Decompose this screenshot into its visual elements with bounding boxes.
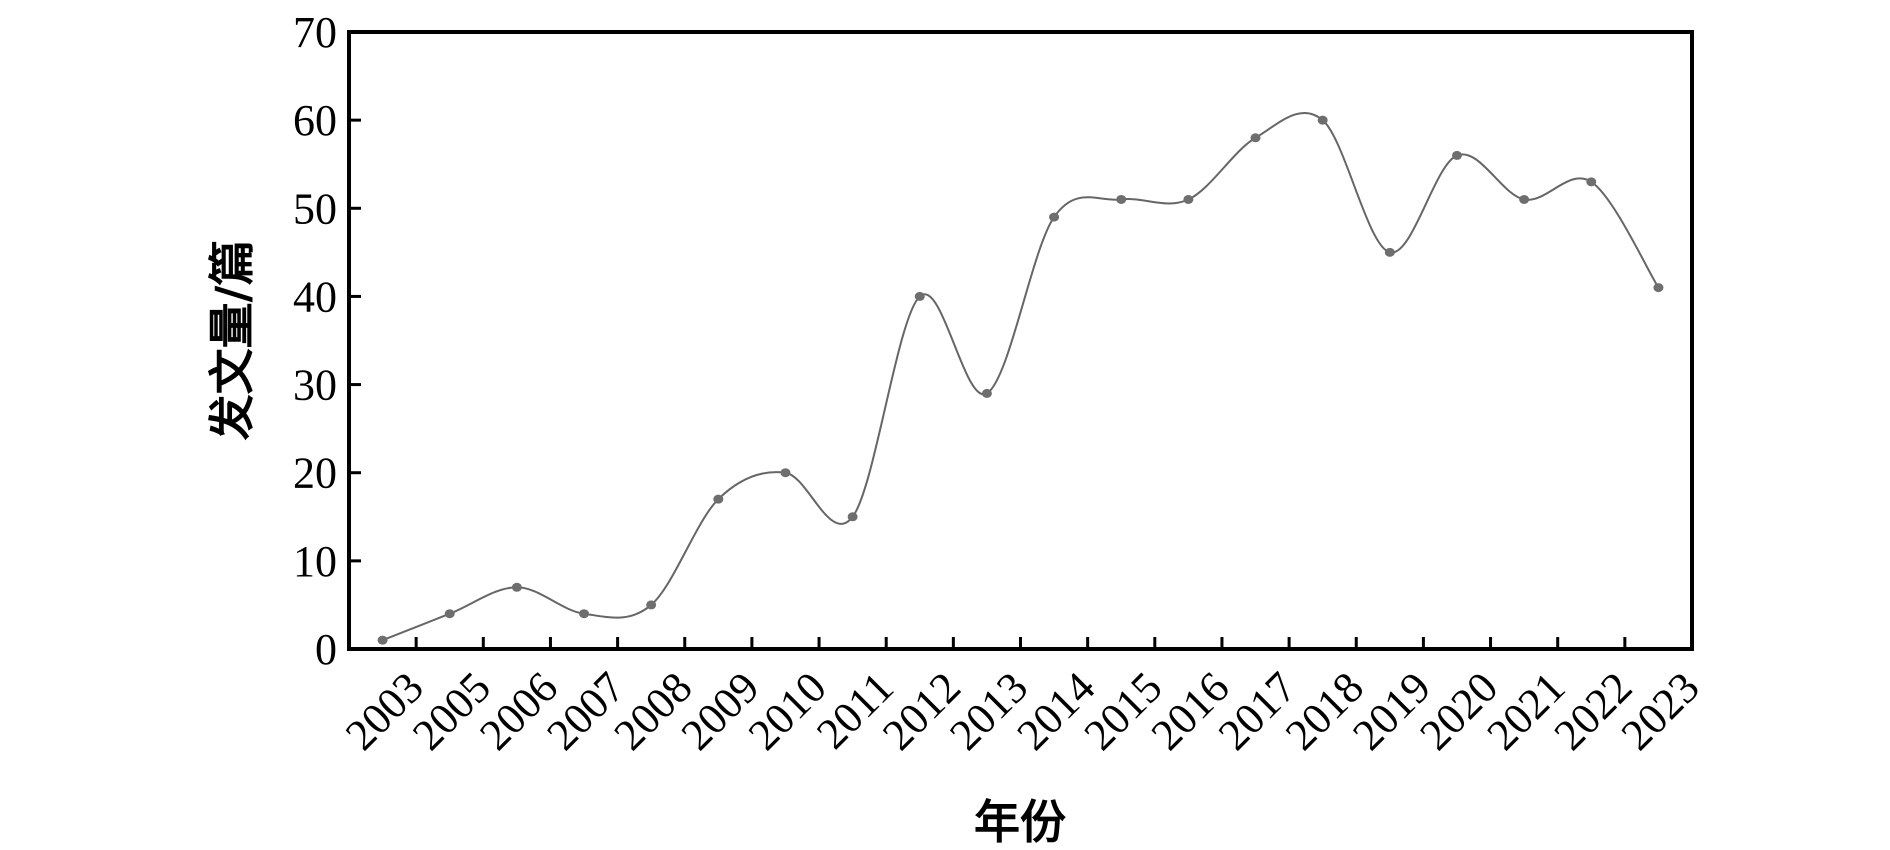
data-point: [1586, 177, 1597, 187]
data-point: [1451, 150, 1462, 160]
data-point: [646, 600, 657, 610]
data-point: [1116, 194, 1127, 204]
y-tick-label: 40: [293, 272, 337, 321]
y-tick-label: 20: [293, 449, 337, 498]
y-tick-label: 0: [315, 625, 337, 674]
y-tick-label: 50: [293, 184, 337, 233]
x-axis-title: 年份: [974, 795, 1066, 849]
y-axis-title: 发文量/篇: [205, 240, 259, 441]
data-point: [1317, 115, 1328, 125]
data-point: [1183, 194, 1194, 204]
data-point: [1653, 283, 1664, 293]
data-point: [579, 609, 590, 619]
data-point: [1384, 247, 1395, 257]
x-axis: 2003200520062007200820092010201120122013…: [336, 637, 1709, 760]
data-point: [981, 388, 992, 398]
data-point: [914, 291, 925, 301]
data-point: [377, 635, 388, 645]
data-points: [377, 115, 1664, 645]
data-point: [511, 582, 522, 592]
series-line: [382, 112, 1660, 642]
plot-frame: [347, 30, 1694, 651]
data-point: [780, 468, 791, 478]
data-point: [1250, 133, 1261, 143]
data-point: [847, 512, 858, 522]
x-tick-label: 2023: [1612, 663, 1709, 760]
y-tick-label: 30: [293, 361, 337, 410]
data-point: [713, 494, 724, 504]
data-point: [1049, 212, 1060, 222]
data-point: [444, 609, 455, 619]
data-point: [1519, 194, 1530, 204]
y-tick-label: 70: [293, 8, 337, 57]
y-tick-label: 10: [293, 537, 337, 586]
y-tick-label: 60: [293, 96, 337, 145]
